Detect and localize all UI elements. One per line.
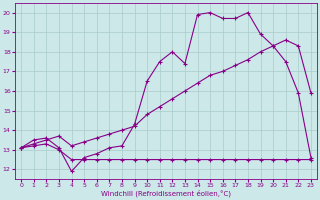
X-axis label: Windchill (Refroidissement éolien,°C): Windchill (Refroidissement éolien,°C): [101, 190, 231, 197]
